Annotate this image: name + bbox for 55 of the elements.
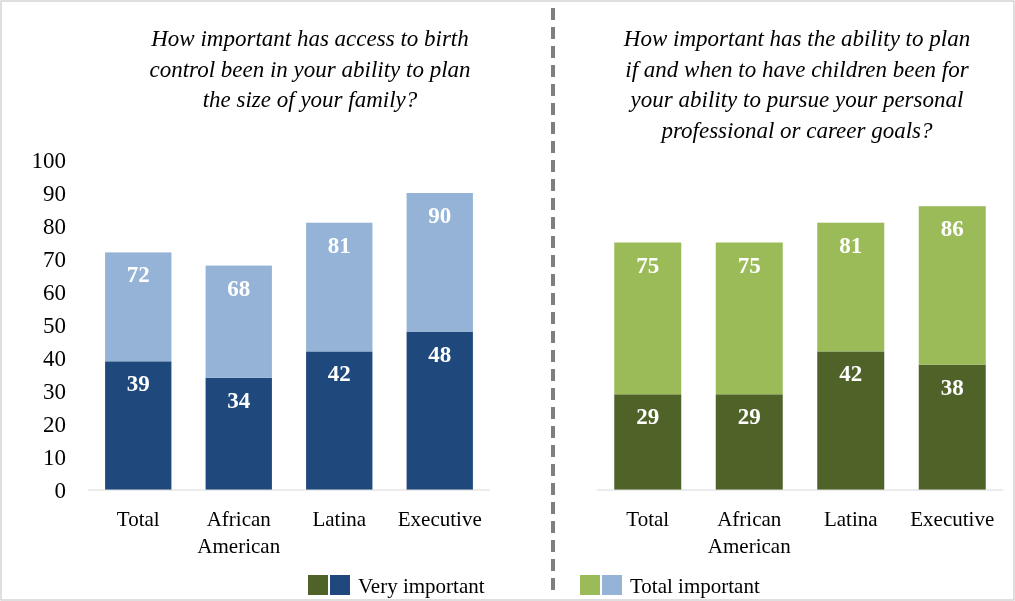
total-label: 68 bbox=[227, 275, 251, 301]
total-label: 75 bbox=[636, 252, 660, 278]
y-tick-label: 80 bbox=[43, 214, 66, 239]
y-tick-label: 20 bbox=[43, 412, 66, 437]
data-label: 39 bbox=[126, 371, 150, 397]
y-tick-label: 90 bbox=[43, 181, 66, 206]
data-label: 38 bbox=[940, 374, 964, 400]
x-tick-label: African American bbox=[197, 507, 281, 558]
data-label: 34 bbox=[227, 387, 251, 413]
bar bbox=[406, 193, 473, 332]
bar bbox=[918, 206, 986, 365]
data-label: 48 bbox=[428, 341, 452, 367]
legend-label: Total important bbox=[630, 574, 760, 598]
x-tick-label: African American bbox=[707, 507, 792, 558]
bar bbox=[614, 394, 682, 490]
data-label: 29 bbox=[636, 404, 660, 430]
bar bbox=[406, 331, 473, 490]
total-label: 81 bbox=[839, 232, 863, 258]
bar bbox=[205, 265, 272, 378]
bar bbox=[105, 361, 172, 490]
y-tick-label: 0 bbox=[54, 478, 66, 503]
bar bbox=[715, 242, 783, 395]
bar bbox=[715, 394, 783, 490]
x-tick-label: Total bbox=[626, 507, 670, 531]
bar bbox=[306, 222, 373, 352]
y-tick-label: 40 bbox=[43, 346, 66, 371]
x-tick-label: Latina bbox=[823, 507, 879, 531]
total-label: 90 bbox=[428, 203, 452, 228]
total-label: 75 bbox=[737, 252, 761, 278]
bar bbox=[918, 364, 986, 490]
x-tick-label: Executive bbox=[910, 507, 995, 531]
data-label: 29 bbox=[737, 404, 761, 430]
bar bbox=[306, 351, 373, 490]
x-tick-label: Executive bbox=[397, 507, 482, 531]
bar bbox=[817, 351, 885, 490]
x-tick-label: Total bbox=[116, 507, 160, 531]
total-label: 72 bbox=[126, 262, 150, 288]
bar bbox=[105, 252, 172, 362]
data-label: 42 bbox=[839, 361, 863, 387]
chart-title: How important has access to birth control been in your ability to plan the size of your family? bbox=[149, 26, 471, 112]
y-tick-label: 50 bbox=[43, 313, 66, 338]
data-label: 42 bbox=[327, 361, 351, 387]
bar bbox=[817, 222, 885, 352]
bar bbox=[614, 242, 682, 395]
total-label: 81 bbox=[327, 232, 351, 258]
legend-label: Very important bbox=[358, 574, 485, 598]
bar bbox=[205, 377, 272, 490]
x-tick-label: Latina bbox=[312, 507, 367, 531]
y-tick-label: 60 bbox=[43, 280, 66, 305]
total-label: 86 bbox=[940, 216, 964, 242]
chart-title: How important has the ability to plan if and when to have children been for your ability to pursue your personal professional or career goals? bbox=[622, 26, 971, 143]
y-tick-label: 100 bbox=[31, 148, 66, 173]
y-tick-label: 30 bbox=[43, 379, 66, 404]
y-tick-label: 10 bbox=[43, 445, 66, 470]
y-tick-label: 70 bbox=[43, 247, 66, 272]
